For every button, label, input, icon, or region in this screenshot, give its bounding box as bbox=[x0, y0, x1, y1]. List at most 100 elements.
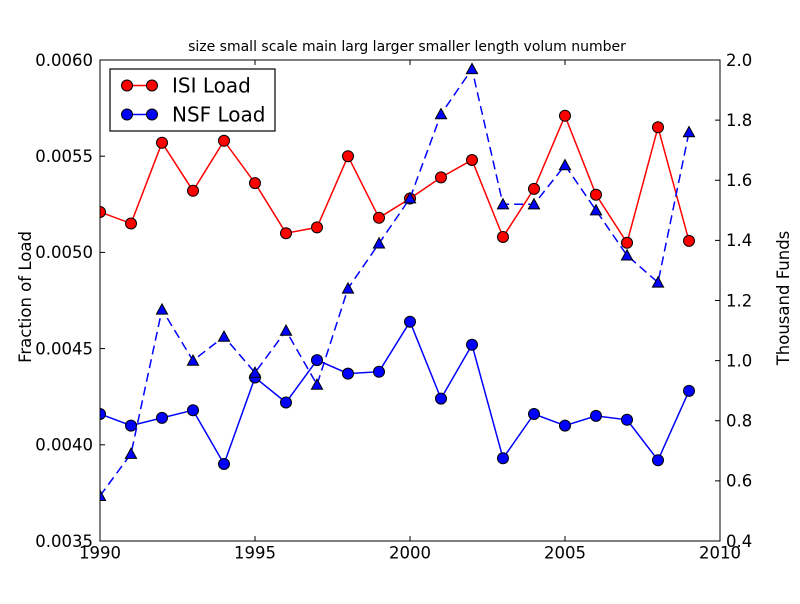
legend-label-isi-load: ISI Load bbox=[172, 74, 251, 98]
nsf-load-marker bbox=[373, 365, 385, 378]
isi-load-marker bbox=[249, 177, 261, 190]
y-left-tick-label: 0.0050 bbox=[35, 243, 93, 262]
y-right-tick-label: 1.6 bbox=[726, 171, 752, 190]
thousand-funds-marker bbox=[403, 191, 417, 204]
x-tick-label: 1990 bbox=[79, 544, 121, 563]
isi-load-marker bbox=[559, 109, 571, 122]
isi-load-marker bbox=[342, 150, 354, 163]
y-left-tick-label: 0.0040 bbox=[35, 436, 93, 455]
thousand-funds-marker bbox=[186, 353, 200, 366]
thousand-funds-marker bbox=[651, 275, 665, 288]
thousand-funds-marker bbox=[341, 281, 355, 294]
thousand-funds-marker bbox=[372, 236, 386, 249]
x-tick-label: 2005 bbox=[544, 544, 586, 563]
isi-load-marker bbox=[373, 211, 385, 224]
isi-load-marker bbox=[100, 206, 106, 218]
thousand-funds-marker bbox=[155, 302, 169, 315]
isi-load-marker bbox=[125, 217, 137, 230]
thousand-funds-marker bbox=[248, 366, 262, 378]
x-tick-label: 1995 bbox=[234, 544, 276, 563]
nsf-load-marker bbox=[156, 411, 168, 424]
isi-load-marker bbox=[218, 134, 230, 147]
legend-marker-icon bbox=[121, 108, 133, 121]
thousand-funds-marker bbox=[496, 197, 510, 210]
nsf-load-marker bbox=[125, 419, 137, 432]
y-left-tick-label: 0.0060 bbox=[35, 51, 93, 70]
isi-load-line bbox=[100, 113, 690, 245]
thousand-funds-marker bbox=[589, 203, 603, 216]
y-left-tick-label: 0.0045 bbox=[35, 339, 93, 358]
nsf-load-marker bbox=[342, 367, 354, 380]
nsf-load-marker bbox=[652, 454, 664, 467]
legend-marker-icon bbox=[146, 108, 158, 121]
y-right-tick-label: 0.4 bbox=[726, 532, 752, 551]
legend-item-isi-load: ISI Load bbox=[121, 74, 251, 98]
nsf-load-marker bbox=[218, 458, 230, 470]
legend-marker-icon bbox=[146, 79, 158, 92]
thousand-funds-marker bbox=[124, 447, 138, 459]
nsf-load-marker bbox=[466, 338, 478, 351]
thousand-funds-marker bbox=[217, 329, 231, 342]
thousand-funds-series bbox=[100, 62, 696, 501]
isi-load-marker bbox=[280, 227, 292, 240]
thousand-funds-marker bbox=[310, 378, 324, 390]
thousand-funds-line bbox=[100, 67, 690, 497]
thousand-funds-marker bbox=[279, 323, 293, 336]
y-right-tick-label: 2.0 bbox=[726, 51, 752, 70]
legend: ISI Load NSF Load bbox=[109, 68, 276, 132]
isi-load-marker bbox=[528, 182, 540, 195]
nsf-load-marker bbox=[435, 392, 447, 405]
y-left-tick-label: 0.0035 bbox=[35, 532, 93, 551]
nsf-load-marker bbox=[590, 409, 602, 422]
y-right-tick-label: 0.6 bbox=[726, 472, 752, 491]
nsf-load-marker bbox=[187, 404, 199, 417]
y-right-tick-label: 1.2 bbox=[726, 291, 752, 310]
nsf-load-marker bbox=[404, 315, 416, 328]
y-left-axis-label: Fraction of Load bbox=[16, 231, 35, 363]
legend-item-nsf-load: NSF Load bbox=[121, 103, 266, 127]
y-right-tick-label: 1.4 bbox=[726, 231, 752, 250]
isi-load-series bbox=[100, 109, 695, 249]
thousand-funds-marker bbox=[682, 125, 696, 138]
nsf-load-line bbox=[100, 320, 690, 466]
y-right-tick-label: 1.0 bbox=[726, 351, 752, 370]
thousand-funds-marker bbox=[434, 107, 448, 120]
thousand-funds-marker bbox=[620, 248, 634, 261]
thousand-funds-marker bbox=[527, 197, 541, 210]
chart-title: size small scale main larg larger smalle… bbox=[188, 39, 626, 55]
isi-load-marker bbox=[187, 184, 199, 197]
y-right-tick-label: 0.8 bbox=[726, 412, 752, 431]
isi-load-marker bbox=[683, 234, 695, 247]
isi-load-marker bbox=[466, 154, 478, 166]
nsf-load-marker bbox=[497, 452, 509, 465]
isi-load-marker bbox=[652, 121, 664, 134]
nsf-load-marker bbox=[280, 396, 292, 409]
thousand-funds-marker bbox=[100, 489, 107, 501]
y-right-tick-label: 1.8 bbox=[726, 111, 752, 130]
legend-label-nsf-load: NSF Load bbox=[172, 103, 266, 127]
nsf-load-marker bbox=[683, 384, 695, 397]
isi-load-marker bbox=[435, 171, 447, 184]
nsf-load-marker bbox=[528, 408, 540, 420]
x-tick-label: 2000 bbox=[389, 544, 431, 563]
isi-load-marker bbox=[311, 221, 323, 234]
plot-frame bbox=[99, 59, 721, 542]
nsf-load-marker bbox=[311, 354, 323, 367]
plot-area: 1990 1995 2000 2005 2010 0.0035 0.0040 0.0045 0.… bbox=[35, 51, 752, 563]
isi-load-marker bbox=[590, 188, 602, 201]
y-right-axis-label: Thousand Funds bbox=[774, 231, 793, 367]
isi-load-marker bbox=[497, 231, 509, 243]
isi-load-marker bbox=[621, 236, 633, 249]
thousand-funds-marker bbox=[558, 158, 572, 171]
legend-marker-icon bbox=[121, 79, 133, 92]
nsf-load-series bbox=[100, 315, 695, 470]
x-tick-label: 2010 bbox=[699, 544, 741, 563]
nsf-load-marker bbox=[621, 413, 633, 426]
thousand-funds-marker bbox=[465, 62, 479, 75]
nsf-load-marker bbox=[559, 419, 571, 432]
y-left-tick-label: 0.0055 bbox=[35, 147, 93, 166]
nsf-load-marker bbox=[100, 408, 106, 420]
legend-box bbox=[109, 68, 276, 132]
